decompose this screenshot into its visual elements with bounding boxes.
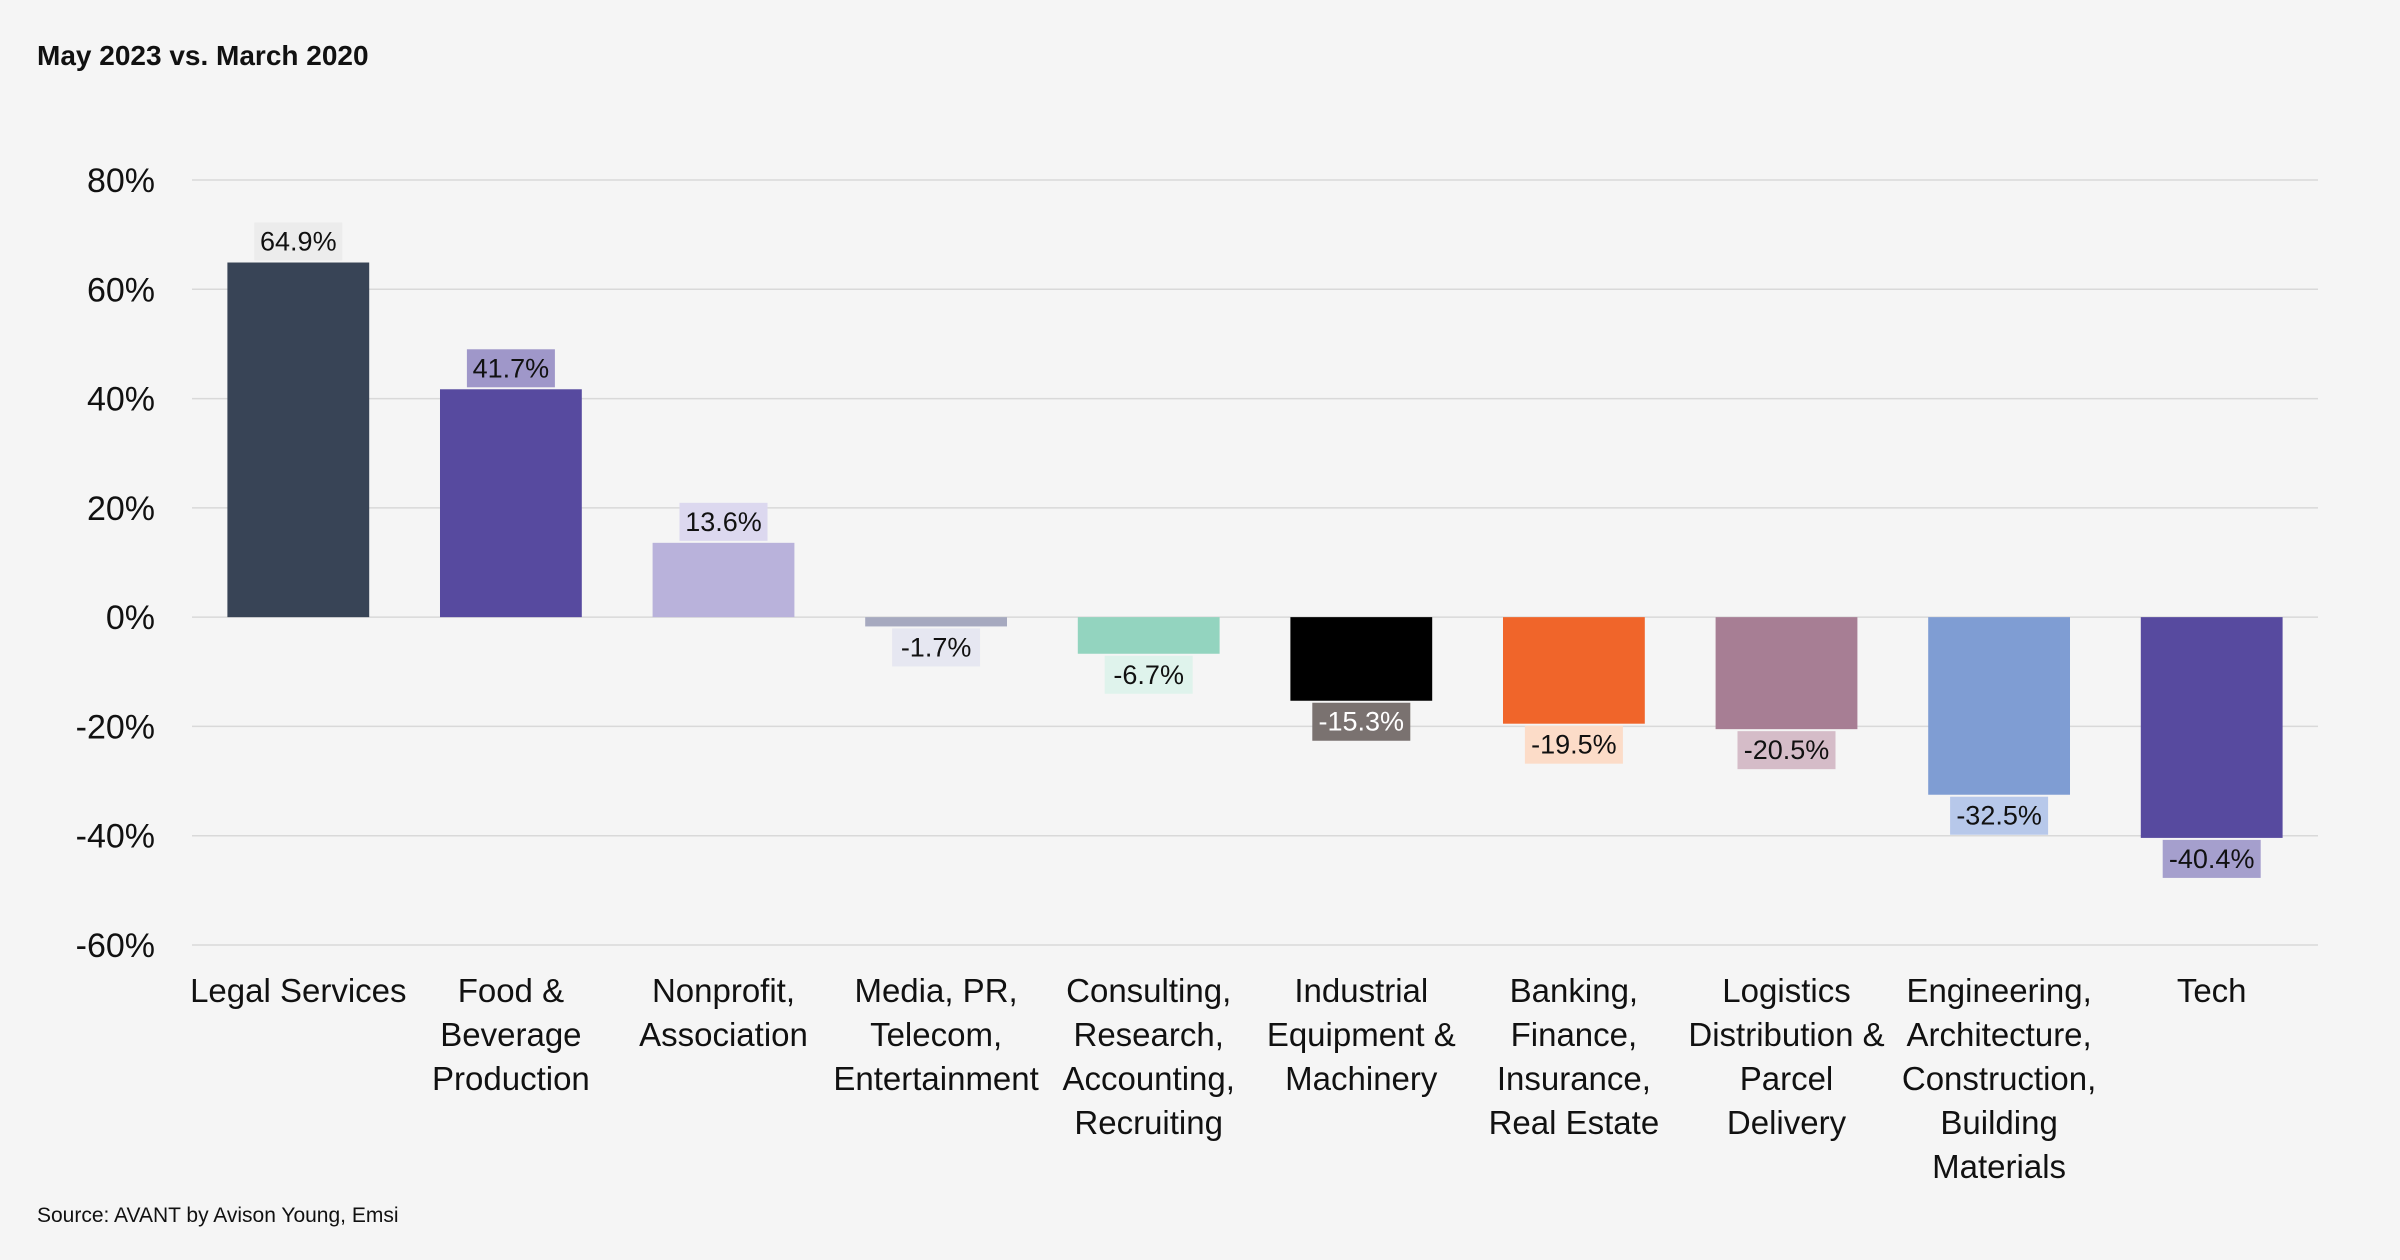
data-label: 13.6% bbox=[679, 502, 768, 541]
category-label-line: Nonprofit, bbox=[652, 972, 795, 1009]
category-label-line: Equipment & bbox=[1267, 1016, 1456, 1053]
data-label: 64.9% bbox=[254, 222, 343, 261]
category-label-line: Industrial bbox=[1294, 972, 1428, 1009]
category-label: Media, PR, Telecom, Entertainment bbox=[833, 972, 1038, 1097]
bar bbox=[652, 542, 795, 618]
y-tick-label: -40% bbox=[76, 818, 155, 856]
data-label: -40.4% bbox=[2162, 839, 2261, 878]
data-label: 41.7% bbox=[466, 349, 555, 388]
data-label: -1.7% bbox=[892, 628, 981, 667]
category-label: Engineering, Architecture, Construction, Bu… bbox=[1902, 972, 2096, 1185]
bar bbox=[439, 389, 582, 618]
category-label-line: Architecture, bbox=[1906, 1016, 2091, 1053]
data-label-text: -15.3% bbox=[1319, 707, 1405, 737]
data-label: -6.7% bbox=[1104, 655, 1193, 694]
category-label-line: Tech bbox=[2177, 972, 2247, 1009]
bar bbox=[1290, 617, 1433, 701]
y-tick-label: -20% bbox=[76, 708, 155, 746]
y-tick-label: 80% bbox=[87, 162, 155, 200]
data-label-text: -1.7% bbox=[901, 632, 972, 662]
data-label-background bbox=[1104, 655, 1193, 694]
bar bbox=[865, 617, 1008, 627]
category-label: Tech bbox=[2177, 972, 2247, 1009]
data-label-text: 41.7% bbox=[473, 353, 550, 383]
category-label-line: Insurance, bbox=[1497, 1060, 1651, 1097]
data-label-background bbox=[254, 222, 343, 261]
bar bbox=[2140, 617, 2283, 838]
data-label-background bbox=[466, 349, 555, 388]
data-label: -32.5% bbox=[1950, 796, 2049, 835]
data-label-text: -32.5% bbox=[1956, 801, 2042, 831]
category-label-line: Media, PR, bbox=[854, 972, 1017, 1009]
source-note: Source: AVANT by Avison Young, Emsi bbox=[37, 1204, 399, 1227]
bar bbox=[227, 262, 370, 618]
category-label: Nonprofit, Association bbox=[639, 972, 808, 1053]
category-label-line: Parcel bbox=[1740, 1060, 1834, 1097]
category-label: Legal Services bbox=[190, 972, 406, 1009]
category-label: Banking, Finance, Insurance, Real Estate bbox=[1489, 972, 1660, 1141]
category-label-line: Engineering, bbox=[1906, 972, 2091, 1009]
category-label-line: Legal Services bbox=[190, 972, 406, 1009]
bar bbox=[1077, 617, 1220, 654]
category-label-line: Distribution & bbox=[1688, 1016, 1884, 1053]
category-label: Logistics Distribution & Parcel Delivery bbox=[1688, 972, 1884, 1141]
category-label-line: Entertainment bbox=[833, 1060, 1038, 1097]
category-label-line: Food & bbox=[458, 972, 564, 1009]
category-label-line: Association bbox=[639, 1016, 808, 1053]
category-label-line: Building bbox=[1940, 1104, 2057, 1141]
data-label: -19.5% bbox=[1524, 725, 1623, 764]
y-tick-label: 0% bbox=[106, 599, 155, 637]
chart-title: May 2023 vs. March 2020 bbox=[37, 40, 369, 71]
category-label-line: Telecom, bbox=[870, 1016, 1002, 1053]
bars bbox=[227, 262, 2283, 838]
data-label-background bbox=[679, 502, 768, 541]
data-label-background bbox=[1524, 725, 1623, 764]
data-label: -15.3% bbox=[1312, 702, 1411, 741]
category-label-line: Production bbox=[432, 1060, 590, 1097]
data-label-text: 64.9% bbox=[260, 227, 337, 257]
category-label-line: Banking, bbox=[1510, 972, 1638, 1009]
y-axis-tick-labels: 80% 60% 40% 20% 0% -20% -40% -60% bbox=[76, 162, 155, 965]
category-label-line: Finance, bbox=[1511, 1016, 1638, 1053]
data-label-background bbox=[1737, 731, 1836, 770]
y-tick-label: 40% bbox=[87, 381, 155, 419]
category-label-line: Delivery bbox=[1727, 1104, 1847, 1141]
category-label: Food & Beverage Production bbox=[432, 972, 590, 1097]
data-labels: 64.9% 41.7% 13.6% -1.7% -6.7% -15.3% -19.5% -20… bbox=[254, 222, 2261, 878]
x-axis-category-labels: Legal Services Food & Beverage Production No… bbox=[190, 972, 2246, 1185]
y-tick-label: 20% bbox=[87, 490, 155, 528]
category-label-line: Construction, bbox=[1902, 1060, 2096, 1097]
data-label-text: -40.4% bbox=[2169, 844, 2255, 874]
bar bbox=[1502, 617, 1645, 724]
data-label-text: -19.5% bbox=[1531, 730, 1617, 760]
category-label-line: Materials bbox=[1932, 1148, 2066, 1185]
data-label-text: -20.5% bbox=[1744, 735, 1830, 765]
category-label-line: Accounting, bbox=[1062, 1060, 1234, 1097]
category-label-line: Logistics bbox=[1722, 972, 1850, 1009]
category-label-line: Consulting, bbox=[1066, 972, 1231, 1009]
bar bbox=[1928, 617, 2071, 795]
category-label-line: Machinery bbox=[1285, 1060, 1438, 1097]
data-label-text: 13.6% bbox=[685, 507, 762, 537]
category-label-line: Research, bbox=[1073, 1016, 1223, 1053]
y-tick-label: 60% bbox=[87, 271, 155, 309]
bar bbox=[1715, 617, 1858, 730]
category-label: Industrial Equipment & Machinery bbox=[1267, 972, 1456, 1097]
data-label-background bbox=[892, 628, 981, 667]
data-label-text: -6.7% bbox=[1113, 660, 1184, 690]
data-label: -20.5% bbox=[1737, 731, 1836, 770]
y-tick-label: -60% bbox=[76, 927, 155, 965]
data-label-background bbox=[2162, 839, 2261, 878]
category-label-line: Beverage bbox=[440, 1016, 581, 1053]
category-label-line: Recruiting bbox=[1074, 1104, 1223, 1141]
data-label-background bbox=[1950, 796, 2049, 835]
category-label: Consulting, Research, Accounting, Recruitin… bbox=[1062, 972, 1234, 1141]
category-label-line: Real Estate bbox=[1489, 1104, 1660, 1141]
data-label-background bbox=[1312, 702, 1411, 741]
